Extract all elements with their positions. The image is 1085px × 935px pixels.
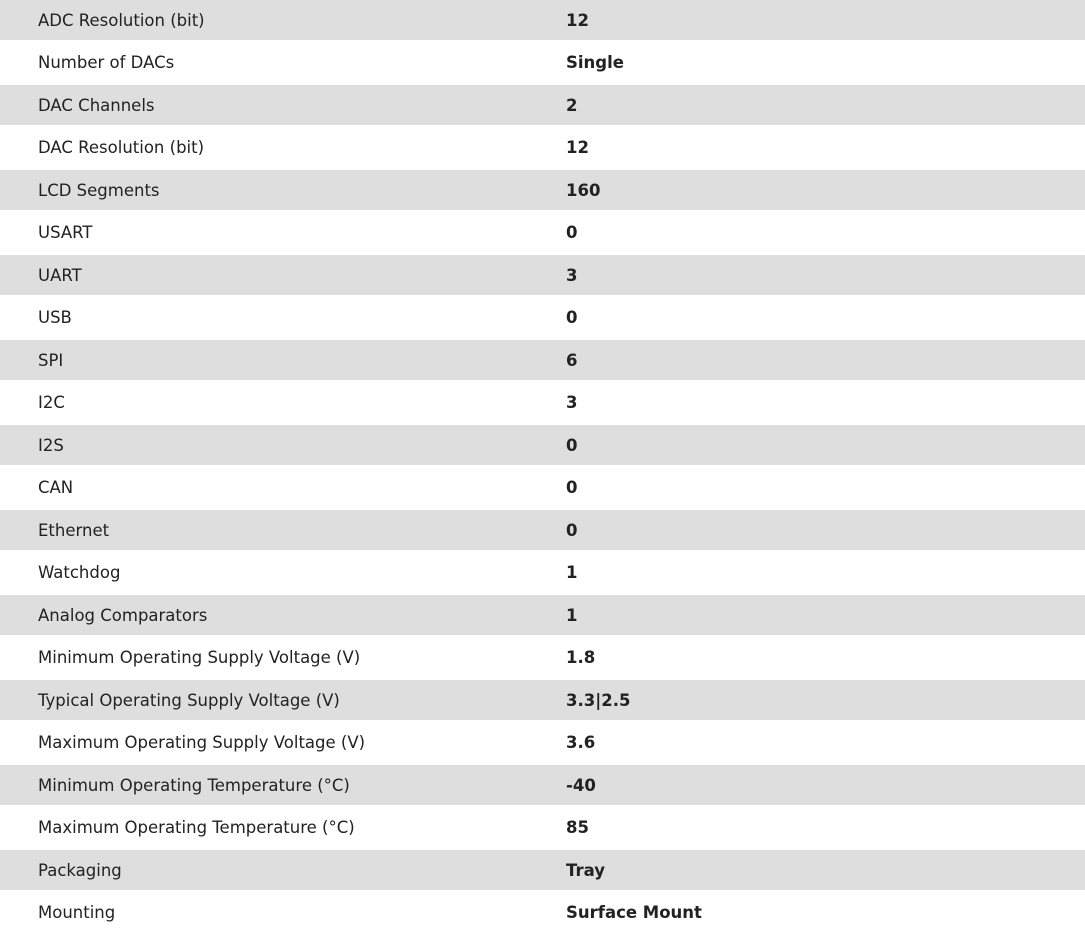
spec-label: Maximum Operating Supply Voltage (V) [38,733,366,752]
spec-row: Number of DACs Single [0,40,1085,85]
spec-label: Mounting [38,903,116,922]
spec-value: 1 [566,605,578,625]
spec-row: Minimum Operating Temperature (°C) -40 [0,765,1085,805]
spec-label: I2S [38,435,64,455]
spec-label: Minimum Operating Supply Voltage (V) [38,648,361,667]
spec-row: Mounting Surface Mount [0,890,1085,935]
spec-value: 1 [566,563,578,582]
spec-label: DAC Channels [38,95,155,115]
spec-label: Number of DACs [38,53,175,72]
spec-value: Tray [566,860,605,880]
spec-label: Ethernet [38,520,110,540]
spec-label: ADC Resolution (bit) [38,10,205,30]
spec-row: USB 0 [0,295,1085,340]
spec-value: 6 [566,350,578,370]
spec-row: UART 3 [0,255,1085,295]
spec-value: 0 [566,435,578,455]
spec-label: Watchdog [38,563,121,582]
spec-row: I2S 0 [0,425,1085,465]
spec-row: Maximum Operating Temperature (°C) 85 [0,805,1085,850]
spec-label: I2C [38,393,65,412]
spec-value: 2 [566,95,578,115]
spec-label: Packaging [38,860,122,880]
spec-label: USB [38,308,72,327]
spec-value: 3 [566,265,578,285]
spec-row: DAC Resolution (bit) 12 [0,125,1085,170]
spec-label: Minimum Operating Temperature (°C) [38,775,350,795]
spec-value: 85 [566,818,589,837]
spec-label: CAN [38,478,74,497]
spec-label: Analog Comparators [38,605,208,625]
spec-label: LCD Segments [38,180,160,200]
spec-value: 0 [566,223,578,242]
spec-value: Surface Mount [566,903,702,922]
spec-value: 0 [566,478,578,497]
spec-value: 160 [566,180,601,200]
spec-row: Watchdog 1 [0,550,1085,595]
spec-row: SPI 6 [0,340,1085,380]
spec-row: ADC Resolution (bit) 12 [0,0,1085,40]
spec-row: Typical Operating Supply Voltage (V) 3.3|… [0,680,1085,720]
spec-value: 1.8 [566,648,596,667]
spec-label: Maximum Operating Temperature (°C) [38,818,355,837]
spec-value: 0 [566,308,578,327]
spec-label: USART [38,223,93,242]
spec-value: 12 [566,10,589,30]
spec-row: Ethernet 0 [0,510,1085,550]
spec-label: Typical Operating Supply Voltage (V) [38,690,340,710]
spec-value: 3.6 [566,733,596,752]
spec-label: DAC Resolution (bit) [38,138,205,157]
spec-label: UART [38,265,82,285]
spec-row: Packaging Tray [0,850,1085,890]
spec-label: SPI [38,350,64,370]
spec-value: 3.3|2.5 [566,690,631,710]
spec-value: 3 [566,393,578,412]
spec-row: Analog Comparators 1 [0,595,1085,635]
spec-row: DAC Channels 2 [0,85,1085,125]
spec-value: 12 [566,138,589,157]
spec-row: I2C 3 [0,380,1085,425]
spec-value: 0 [566,520,578,540]
spec-row: CAN 0 [0,465,1085,510]
spec-value: Single [566,53,624,72]
spec-row: USART 0 [0,210,1085,255]
spec-row: Maximum Operating Supply Voltage (V) 3.6 [0,720,1085,765]
spec-value: -40 [566,775,596,795]
spec-row: LCD Segments 160 [0,170,1085,210]
spec-row: Minimum Operating Supply Voltage (V) 1.8 [0,635,1085,680]
